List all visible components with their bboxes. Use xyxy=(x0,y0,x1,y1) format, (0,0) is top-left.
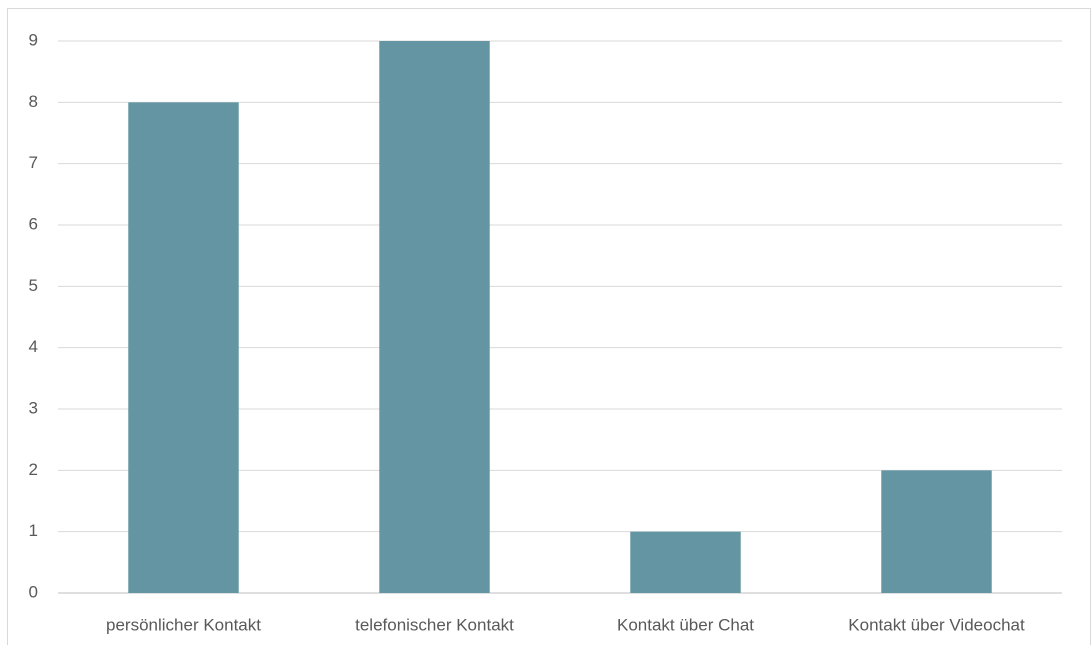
y-tick-label: 8 xyxy=(29,92,38,111)
bar xyxy=(630,531,741,593)
y-tick-label: 0 xyxy=(29,582,38,601)
x-tick-label: persönlicher Kontakt xyxy=(106,615,261,634)
bar xyxy=(379,41,490,593)
y-tick-label: 1 xyxy=(29,521,38,540)
bar xyxy=(128,102,239,593)
y-tick-label: 2 xyxy=(29,460,38,479)
x-tick-label: telefonischer Kontakt xyxy=(355,615,514,634)
y-tick-label: 3 xyxy=(29,398,38,417)
y-tick-label: 5 xyxy=(29,276,38,295)
bar xyxy=(881,470,992,593)
y-tick-label: 4 xyxy=(29,337,38,356)
y-tick-label: 7 xyxy=(29,153,38,172)
y-tick-label: 9 xyxy=(29,30,38,49)
x-tick-label: Kontakt über Videochat xyxy=(848,615,1025,634)
y-tick-label: 6 xyxy=(29,214,38,233)
x-tick-label: Kontakt über Chat xyxy=(617,615,754,634)
